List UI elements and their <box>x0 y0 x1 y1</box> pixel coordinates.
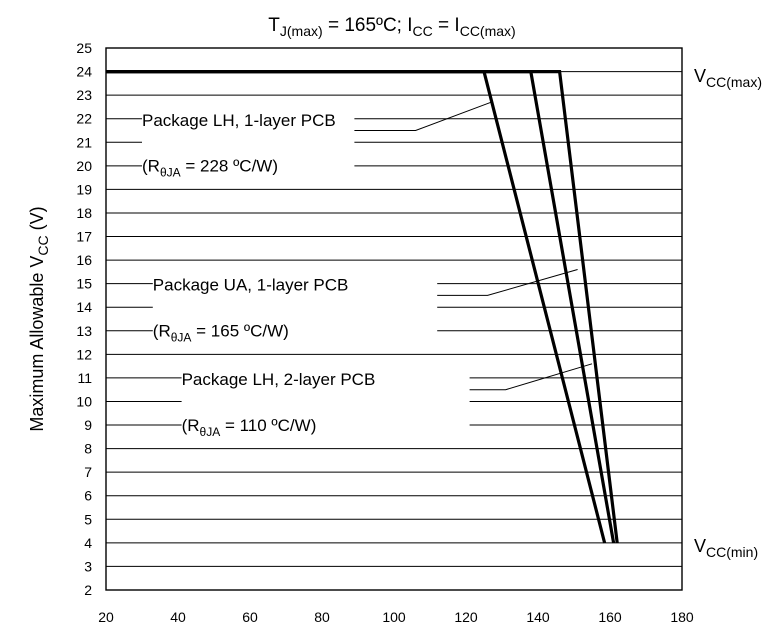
annotation-2-line-1: Package UA, 1-layer PCB <box>153 276 349 295</box>
y-tick-label: 22 <box>76 111 92 127</box>
x-tick-label: 100 <box>382 609 406 625</box>
grid-layer <box>105 47 683 591</box>
y-tick-label: 3 <box>84 558 92 574</box>
y-tick-label: 2 <box>84 582 92 598</box>
y-tick-label: 12 <box>76 346 92 362</box>
y-tick-label: 21 <box>76 134 92 150</box>
x-tick-label: 140 <box>526 609 550 625</box>
x-tick-label: 120 <box>454 609 478 625</box>
x-tick-label: 160 <box>598 609 622 625</box>
y-tick-label: 23 <box>76 87 92 103</box>
leader-layer <box>354 101 593 391</box>
annotation-1-line-1: Package LH, 1-layer PCB <box>142 111 336 130</box>
annotation-1-line-2: (RθJA = 228 ºC/W) <box>142 157 278 180</box>
y-tick-label: 10 <box>76 393 92 409</box>
leader-line-2 <box>437 269 578 296</box>
y-tick-label: 7 <box>84 464 92 480</box>
annotation-3-line-1: Package LH, 2-layer PCB <box>182 370 376 389</box>
x-tick-label: 80 <box>314 609 330 625</box>
y-tick-label: 14 <box>76 299 92 315</box>
y-tick-label: 24 <box>76 64 92 80</box>
leader-line-3 <box>469 363 593 391</box>
vcc-max-label: VCC(max) <box>694 66 762 90</box>
y-tick-label: 25 <box>76 40 92 56</box>
annotation-3-line-2: (RθJA = 110 ºC/W) <box>182 416 317 439</box>
chart-title: TJ(max) = 165ºC; ICC = ICC(max) <box>268 15 515 39</box>
y-tick-label: 13 <box>76 323 92 339</box>
y-tick-label: 6 <box>84 488 92 504</box>
y-tick-label: 18 <box>76 205 92 221</box>
y-tick-label: 11 <box>77 370 92 386</box>
y-tick-label: 15 <box>76 276 92 292</box>
series-line-3 <box>106 69 619 544</box>
vcc-min-label: VCC(min) <box>694 536 758 560</box>
y-tick-label: 8 <box>84 441 92 457</box>
y-tick-label: 17 <box>76 229 92 245</box>
y-tick-label: 4 <box>84 535 92 551</box>
y-tick-label: 20 <box>76 158 92 174</box>
series-layer <box>106 69 619 544</box>
y-tick-label: 16 <box>76 252 92 268</box>
y-tick-label: 9 <box>84 417 92 433</box>
text-layer: 2345678910111213141516171819202122232425… <box>27 15 762 625</box>
y-tick-label: 19 <box>76 181 92 197</box>
annotation-2-line-2: (RθJA = 165 ºC/W) <box>153 322 289 345</box>
y-tick-label: 5 <box>84 511 92 527</box>
plot-frame <box>105 47 683 591</box>
leader-line-1 <box>354 101 492 131</box>
x-tick-label: 40 <box>170 609 186 625</box>
x-tick-label: 60 <box>242 609 258 625</box>
y-axis-label: Maximum Allowable VCC (V) <box>27 206 51 431</box>
x-tick-label: 180 <box>670 609 694 625</box>
x-tick-label: 20 <box>98 609 114 625</box>
